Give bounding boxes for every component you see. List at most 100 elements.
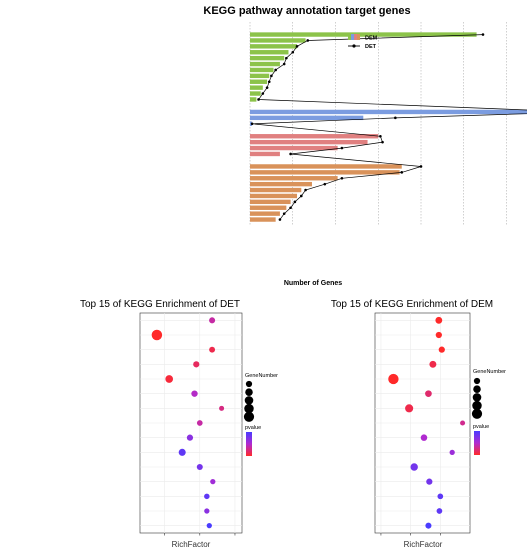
dem-point-choline-metabolism-in-cancer — [436, 508, 443, 514]
dem-point-metabolic-pathways — [388, 373, 399, 385]
det-point-metabolism-of-terpenoids-and-polyketides — [261, 92, 265, 95]
bar-legend: DEM DET — [348, 34, 378, 50]
bar-sensory-system — [250, 199, 291, 205]
bar-cellular-community-eukaryotes — [250, 139, 368, 145]
bar-transport-and-catabolism — [250, 134, 379, 139]
det-point-biosynthesis-of-other-secondary-metabolites — [257, 98, 260, 101]
det-x-ticks — [164, 533, 236, 536]
dem-x-ticks — [380, 533, 441, 536]
bar-cell-motility — [250, 151, 280, 157]
bar-nucleotide-metabolism — [250, 79, 268, 84]
det-point-adherens-junction — [219, 405, 225, 411]
dem-point-mtor-signaling-pathway — [435, 331, 442, 339]
det-point-cell-growth-and-death — [340, 146, 344, 150]
bar-glycan-biosynthesis-and-metabolism — [250, 55, 285, 61]
bar-excretory-system — [250, 217, 276, 222]
bar-global-and-overview-maps — [250, 32, 477, 37]
dem-size-dot-200 — [473, 385, 481, 393]
dem-enrichment-panel: Top 15 of KEGG Enrichment of DEM RichFac… — [331, 299, 506, 549]
dem-point-salmonella-infection — [420, 434, 428, 441]
det-point-peroxisome — [206, 523, 212, 529]
bar-endocrine-system — [250, 170, 400, 175]
bar-cell-growth-and-death — [250, 145, 338, 151]
det-point-aging — [282, 212, 286, 215]
dem-size-dot-100 — [473, 377, 481, 385]
det-point-nervous-system — [340, 176, 344, 180]
det-enrichment-panel: Top 15 of KEGG Enrichment of DET RichFac… — [80, 299, 278, 549]
det-point-global-and-overview-maps — [481, 33, 485, 36]
det-point-sensory-system — [293, 200, 297, 204]
det-size-dot-300 — [244, 396, 254, 405]
det-size-legend-title: GeneNumber — [245, 373, 278, 379]
det-point-circulatory-system — [289, 206, 292, 210]
bar-energy-metabolism — [250, 67, 274, 73]
det-point-metabolism-of-cofactors-and-vitamins — [282, 62, 286, 66]
dem-point-spinocerebellar-ataxia — [437, 493, 444, 500]
det-point-cell-motility — [289, 152, 292, 156]
dem-point-proteoglycans-in-cancer — [425, 390, 432, 398]
det-point-excretory-system — [278, 218, 282, 221]
det-point-amino-acid-metabolism — [291, 50, 295, 54]
det-legend: GeneNumber pvalue — [243, 373, 278, 456]
det-size-dot-200 — [245, 388, 253, 396]
dem-point-tight-junction — [426, 478, 433, 485]
legend-dem-swatch — [348, 34, 360, 40]
det-point-sphingolipid-signaling-pathway — [196, 420, 203, 426]
dem-colorbar — [474, 431, 480, 455]
det-point-nod-like-receptor-signaling-pathway — [186, 434, 194, 441]
det-point-pancreatic-cancer — [210, 479, 216, 485]
det-chart-title: Top 15 of KEGG Enrichment of DET — [80, 299, 240, 310]
bar-immune-system — [250, 164, 402, 169]
dem-points — [388, 316, 466, 529]
bar-metabolism-of-terpenoids-and-polyketides — [250, 91, 261, 96]
dem-point-renal-cell-carcinoma — [449, 449, 455, 455]
dem-x-axis-label: RichFactor — [404, 540, 443, 549]
bar-environmental-adaptation — [250, 193, 298, 199]
det-point-metabolic-pathways — [151, 329, 163, 341]
dem-size-dot-300 — [472, 393, 482, 402]
det-point-metabolism-of-other-amino-acids — [270, 74, 273, 78]
dem-point-mapk-signaling-pathway — [410, 463, 418, 471]
det-points — [151, 317, 225, 529]
det-point-immune-system — [419, 165, 423, 168]
det-point-glycan-biosynthesis-and-metabolism — [285, 56, 288, 60]
det-point-cellular-community-eukaryotes — [381, 140, 384, 144]
bar-aging — [250, 211, 280, 216]
bar-carbohydrate-metabolism — [250, 44, 298, 49]
dem-point-endometrial-cancer — [460, 420, 466, 426]
det-point-chronic-myeloid-leukemia — [204, 508, 210, 514]
bar-digestive-system — [250, 187, 302, 193]
det-point-transport-and-catabolism — [379, 134, 382, 138]
bar-metabolism-of-cofactors-and-vitamins — [250, 61, 280, 67]
det-point-endocrine-resistance — [204, 493, 210, 500]
bar-chart-panel: KEGG pathway annotation target genes Num… — [203, 5, 527, 287]
det-size-dot-100 — [245, 380, 253, 388]
bar-circulatory-system — [250, 205, 287, 210]
det-point-insulin-resistance — [209, 346, 216, 353]
det-color-legend-title: pvalue — [245, 425, 261, 431]
det-colorbar — [246, 432, 252, 456]
det-point-carbohydrate-metabolism — [295, 45, 299, 48]
det-point-development-and-regeneration — [323, 182, 327, 186]
det-point-axon-guidance — [191, 390, 198, 397]
det-size-dot-400 — [244, 403, 254, 414]
dem-size-legend — [471, 377, 483, 419]
det-line-series — [250, 33, 527, 221]
bar-marks — [250, 32, 527, 222]
dem-point-gastric-cancer — [425, 522, 432, 529]
legend-det-line — [348, 44, 360, 48]
dem-size-dot-400 — [472, 400, 482, 411]
dem-point-autophagy-animal — [438, 346, 445, 353]
dem-point-endocytosis — [435, 316, 443, 324]
legend-det-label: DET — [365, 44, 377, 50]
det-point-energy-metabolism — [274, 68, 277, 72]
dem-legend: GeneNumber pvalue — [471, 369, 506, 455]
det-point-lipid-metabolism — [306, 39, 310, 42]
dem-color-legend-title: pvalue — [473, 424, 489, 430]
dem-point-focal-adhesion — [429, 360, 437, 368]
bar-chart-title: KEGG pathway annotation target genes — [203, 5, 410, 17]
det-point-micrornas-in-cancer — [193, 361, 200, 368]
bar-signal-transduction — [250, 109, 527, 115]
det-size-dot-500 — [243, 411, 255, 422]
